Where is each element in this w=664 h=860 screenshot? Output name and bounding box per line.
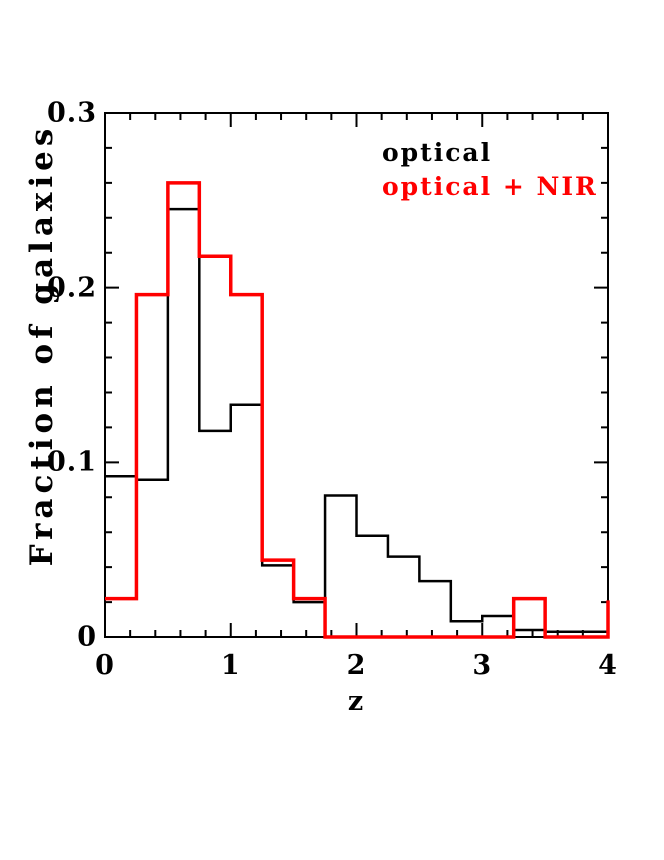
y-tick-label: 0.2 (47, 272, 97, 304)
x-tick-label: 3 (472, 650, 493, 681)
x-tick-label: 4 (598, 650, 618, 681)
legend-item-optical: optical (382, 138, 493, 167)
x-tick-label: 1 (220, 650, 241, 681)
legend: optical optical + NIR (382, 136, 598, 204)
x-tick-label: 2 (346, 650, 367, 681)
y-axis-title: Fraction of galaxies (24, 123, 60, 567)
y-tick-label: 0 (77, 621, 97, 653)
series-optical-nir (105, 181, 610, 639)
histogram-series (105, 181, 610, 639)
legend-item-optical-nir: optical + NIR (382, 172, 598, 201)
series-optical (105, 207, 608, 634)
y-tick-label: 0.3 (47, 97, 97, 129)
y-tick-label: 0.1 (47, 446, 97, 478)
x-axis-title: z (347, 686, 365, 717)
x-tick-label: 0 (95, 650, 115, 681)
